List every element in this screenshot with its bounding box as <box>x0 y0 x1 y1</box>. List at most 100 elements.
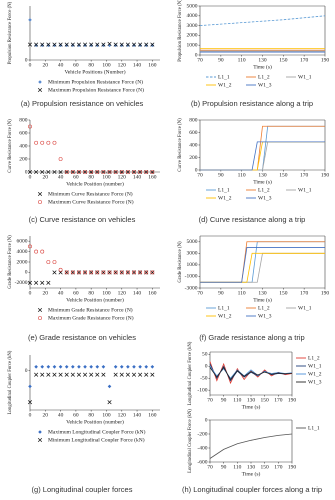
y-tick-label: -3000 <box>185 285 198 291</box>
x-tick-label: 90 <box>221 397 227 403</box>
x-tick-label: 170 <box>274 464 283 470</box>
series-line <box>200 141 325 171</box>
y-tick-label: 0 <box>25 57 28 63</box>
y-tick-label: 400 <box>19 143 28 149</box>
marker <box>132 270 136 275</box>
marker <box>150 43 155 48</box>
y-tick-label: 200 <box>19 156 28 162</box>
y-axis-title: Propulsion Resistance Force (N) <box>8 1 13 64</box>
marker <box>58 42 63 47</box>
y-tick-label: 2000 <box>17 259 28 265</box>
legend-label: L1_2 <box>258 305 270 311</box>
x-tick-label: 150 <box>279 290 288 296</box>
series-line <box>200 247 325 283</box>
marker <box>101 270 106 275</box>
chart-panel: 70 90 110 130 150 170 190 0 200 400 600 800 Time (s)… <box>178 117 329 224</box>
caption: (g) Longitudinal coupler forces <box>32 485 133 494</box>
x-tick-label: 190 <box>321 290 330 296</box>
series-line <box>209 363 293 382</box>
marker <box>40 372 45 377</box>
marker <box>119 270 124 275</box>
marker <box>70 170 75 174</box>
legend-label: W1_3 <box>258 82 272 88</box>
chart-panel: 70 90 110 130 150 170 190 0 1000 2000 3000 4000 5000… <box>178 0 329 108</box>
marker <box>52 270 57 275</box>
x-tick-label: 90 <box>221 464 227 470</box>
marker <box>58 43 63 48</box>
x-axis-title: Vehicle Position (number) <box>66 180 124 187</box>
x-tick-label: 150 <box>279 57 288 63</box>
marker <box>70 372 75 377</box>
x-axis-title: Time (s) <box>242 403 261 410</box>
marker <box>83 372 88 377</box>
marker <box>38 316 42 320</box>
x-tick-label: 110 <box>233 464 241 470</box>
marker <box>101 170 106 174</box>
marker <box>28 18 32 22</box>
marker <box>144 270 149 275</box>
marker <box>89 43 93 48</box>
marker <box>144 170 149 174</box>
y-tick-label: 800 <box>189 117 198 123</box>
marker <box>113 364 118 369</box>
y-tick-label: 0 <box>205 364 208 370</box>
legend-label: W1_2 <box>218 313 232 319</box>
marker <box>125 270 130 275</box>
x-tick-label: 110 <box>233 397 241 403</box>
marker <box>52 260 57 264</box>
marker <box>107 384 112 389</box>
marker <box>126 364 130 369</box>
y-tick-label: 3000 <box>187 23 198 29</box>
y-axis-title: Propulsion Resistance Force (N) <box>178 0 183 62</box>
series-line <box>200 141 325 171</box>
x-tick-label: 120 <box>118 62 127 68</box>
x-tick-label: 90 <box>218 172 224 178</box>
caption: (b) Propulsion resistance along a trip <box>191 99 313 108</box>
marker <box>83 170 87 174</box>
marker <box>101 372 106 377</box>
marker <box>101 42 106 47</box>
x-tick-label: 120 <box>118 174 127 180</box>
x-tick-label: 70 <box>197 290 203 296</box>
x-tick-label: 130 <box>258 172 267 178</box>
x-tick-label: 40 <box>58 290 64 296</box>
legend-label: W1_2 <box>218 82 232 88</box>
legend-label: L1_2 <box>258 74 270 80</box>
x-tick-label: 130 <box>258 57 267 63</box>
x-tick-label: 150 <box>279 172 288 178</box>
series-line <box>200 125 325 171</box>
marker <box>138 270 143 275</box>
marker <box>34 372 39 377</box>
marker <box>52 372 57 377</box>
y-tick-label: -600 <box>197 459 207 465</box>
chart-panel: 70 90 110 130 150 170 190 -600 -400 -200 0 Time (s)… <box>182 409 322 494</box>
marker <box>113 43 118 48</box>
x-tick-label: 40 <box>58 174 64 180</box>
marker <box>119 42 124 47</box>
x-tick-label: 70 <box>207 464 213 470</box>
x-tick-label: 70 <box>197 57 203 63</box>
marker <box>125 42 130 47</box>
marker <box>77 43 81 48</box>
legend-label: Minimum Propulsion Resistance Force (N) <box>48 78 143 85</box>
chart-panel: 70 90 110 130 150 170 190 -100 -50 0 50 Time (s) Lon… <box>188 341 322 410</box>
marker <box>150 170 155 174</box>
x-tick-label: 20 <box>43 62 49 68</box>
marker <box>38 430 42 434</box>
legend-label: Maximum Longitudinal Coupler Force (kN) <box>48 428 146 435</box>
marker <box>52 140 57 145</box>
legend-label: W1_3 <box>308 379 322 385</box>
x-tick-label: 80 <box>88 290 94 296</box>
marker <box>101 364 106 369</box>
y-axis-title: Longitudinal Coupler Force (kN) <box>188 409 193 473</box>
marker <box>34 42 39 47</box>
marker <box>27 42 33 47</box>
marker <box>64 42 69 47</box>
legend-label: W1_3 <box>258 313 272 319</box>
x-tick-label: 170 <box>300 290 309 296</box>
marker <box>40 169 45 175</box>
caption: (a) Propulsion resistance on vehicles <box>21 99 144 108</box>
x-tick-label: 0 <box>29 412 32 418</box>
y-tick-label: 5000 <box>187 239 198 245</box>
chart-panel: 0 20 40 60 80 100 120 140 160 0 Vehicle Positions … <box>8 1 160 108</box>
